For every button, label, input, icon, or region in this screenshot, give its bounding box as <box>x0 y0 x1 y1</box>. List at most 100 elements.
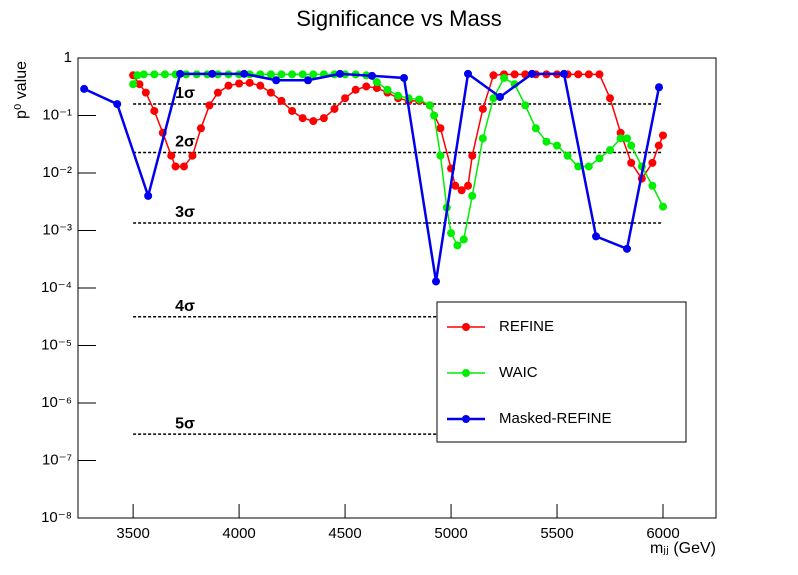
data-point <box>563 151 572 160</box>
data-point <box>521 101 530 110</box>
data-point <box>196 124 205 133</box>
legend-marker <box>462 369 470 377</box>
data-point <box>553 141 562 150</box>
legend-marker <box>462 415 470 423</box>
sigma-label: 2σ <box>175 134 195 151</box>
data-point <box>468 191 477 200</box>
data-point <box>139 70 148 79</box>
sigma-label: 3σ <box>175 204 195 221</box>
data-point <box>627 141 636 150</box>
data-point <box>277 96 286 105</box>
data-point <box>179 162 188 171</box>
data-point <box>464 69 473 78</box>
legend-label: Masked-REFINE <box>499 410 612 427</box>
x-tick-label: 5500 <box>540 525 573 542</box>
data-point <box>606 146 615 155</box>
data-point <box>213 88 222 97</box>
data-point <box>500 73 509 82</box>
data-point <box>383 85 392 94</box>
data-point <box>648 158 657 167</box>
data-point <box>622 134 631 143</box>
data-point <box>335 69 344 78</box>
data-point <box>654 83 663 92</box>
data-point <box>367 71 376 80</box>
data-point <box>430 111 439 120</box>
data-point <box>171 162 180 171</box>
data-point <box>113 100 122 109</box>
data-point <box>176 69 185 78</box>
data-point <box>654 141 663 150</box>
data-point <box>80 84 89 93</box>
y-tick-label: 10⁻⁴ <box>41 279 72 296</box>
data-point <box>129 80 138 89</box>
data-point <box>266 70 275 79</box>
y-tick-label: 1 <box>64 49 72 66</box>
data-point <box>399 73 408 82</box>
y-tick-label: 10⁻⁶ <box>41 394 72 411</box>
y-tick-label: 10⁻¹ <box>42 106 72 123</box>
data-point <box>240 69 249 78</box>
data-point <box>489 94 498 103</box>
data-point <box>256 81 265 90</box>
data-point <box>584 70 593 79</box>
data-point <box>531 124 540 133</box>
data-point <box>616 128 625 137</box>
chart-title: Significance vs Mass <box>296 6 501 31</box>
data-point <box>574 70 583 79</box>
data-point <box>595 154 604 163</box>
data-point <box>330 104 339 113</box>
x-tick-label: 5000 <box>434 525 467 542</box>
data-point <box>372 78 381 87</box>
data-point <box>362 82 371 91</box>
data-point <box>574 162 583 171</box>
data-point <box>584 162 593 171</box>
sigma-label: 4σ <box>175 298 195 315</box>
data-point <box>303 76 312 85</box>
data-point <box>595 70 604 79</box>
x-tick-label: 3500 <box>116 525 149 542</box>
y-tick-label: 10⁻⁸ <box>41 509 72 526</box>
data-point <box>432 277 441 286</box>
y-tick-label: 10⁻⁵ <box>41 336 72 353</box>
data-point <box>627 158 636 167</box>
y-tick-label: 10⁻⁷ <box>42 451 72 468</box>
data-point <box>133 71 142 80</box>
data-point <box>616 134 625 143</box>
data-point <box>144 191 153 200</box>
series <box>129 70 668 195</box>
legend-label: WAIC <box>499 364 538 381</box>
data-point <box>141 88 150 97</box>
data-point <box>622 244 631 253</box>
data-point <box>436 151 445 160</box>
data-point <box>415 95 424 104</box>
data-point <box>478 134 487 143</box>
data-point <box>659 202 668 211</box>
data-point <box>457 186 466 195</box>
data-point <box>135 80 144 89</box>
data-point <box>394 91 403 100</box>
data-point <box>272 76 281 85</box>
data-point <box>298 114 307 123</box>
legend-label: REFINE <box>499 318 554 335</box>
data-point <box>235 79 244 88</box>
data-point <box>447 229 456 238</box>
data-point <box>560 69 569 78</box>
data-point <box>309 70 318 79</box>
data-point <box>288 70 297 79</box>
data-point <box>266 88 275 97</box>
data-point <box>277 70 286 79</box>
series <box>80 69 663 286</box>
data-point <box>489 71 498 80</box>
x-tick-label: 6000 <box>646 525 679 542</box>
data-point <box>309 117 318 126</box>
sigma-label: 5σ <box>175 415 195 432</box>
x-tick-label: 4500 <box>328 525 361 542</box>
data-point <box>150 70 159 79</box>
sigma-label: 1σ <box>175 85 195 102</box>
data-point <box>459 235 468 244</box>
data-point <box>425 101 434 110</box>
data-point <box>648 181 657 190</box>
data-point <box>208 69 217 78</box>
y-axis-title: p⁰ value <box>13 61 30 119</box>
data-point <box>510 70 519 79</box>
